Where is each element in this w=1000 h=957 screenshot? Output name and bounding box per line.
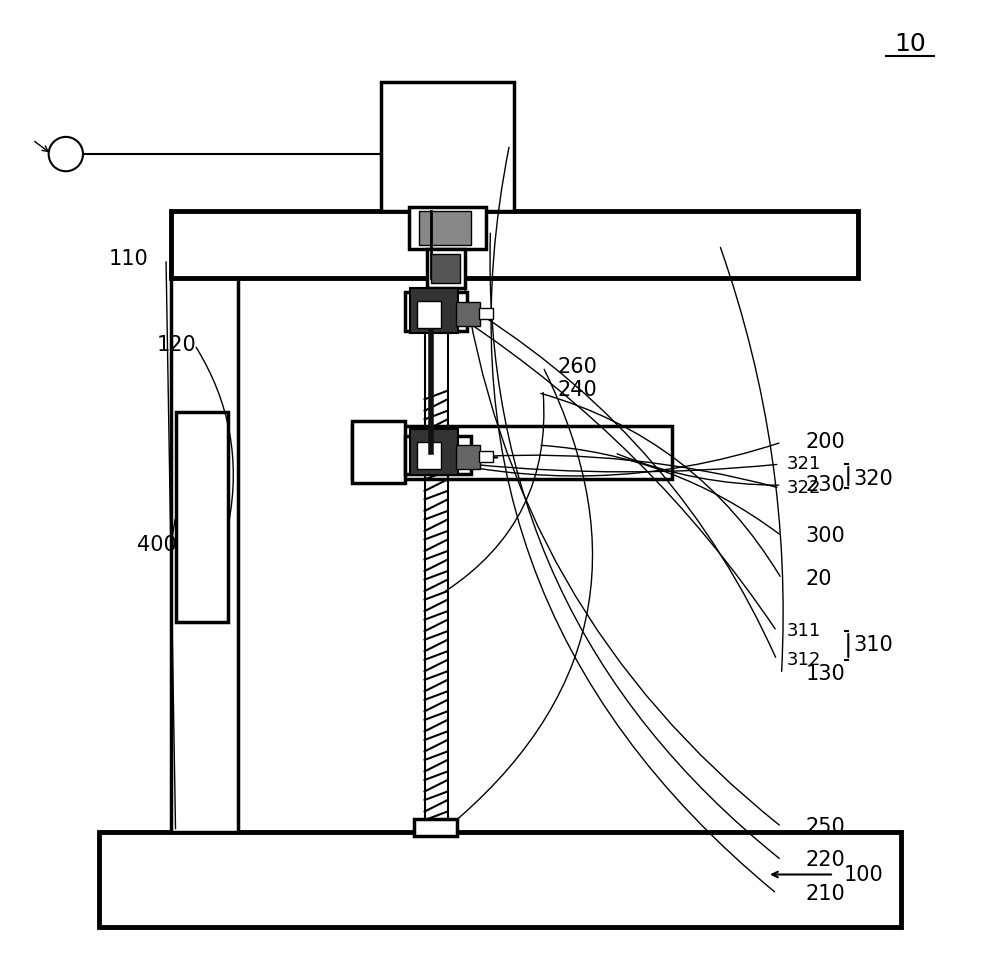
Bar	[419, 211, 471, 245]
Bar	[456, 302, 480, 325]
Bar	[405, 435, 471, 474]
Bar	[381, 82, 514, 211]
Text: 200: 200	[805, 433, 845, 453]
Bar	[456, 445, 480, 469]
Bar	[99, 832, 901, 927]
Text: 130: 130	[805, 664, 845, 684]
Text: 260: 260	[557, 357, 597, 377]
Text: 210: 210	[805, 883, 845, 903]
Text: 220: 220	[805, 850, 845, 870]
Bar	[409, 207, 486, 250]
Text: 240: 240	[557, 380, 597, 400]
Text: 400: 400	[137, 535, 177, 555]
Bar	[431, 255, 460, 283]
Bar	[352, 426, 672, 478]
Bar	[414, 819, 457, 836]
Text: 322: 322	[786, 479, 821, 497]
Bar	[417, 301, 441, 327]
Circle shape	[49, 137, 83, 171]
Text: 10: 10	[894, 33, 926, 56]
Text: 120: 120	[156, 335, 196, 355]
Bar	[410, 429, 458, 475]
Text: 230: 230	[805, 476, 845, 495]
Text: 20: 20	[805, 568, 832, 589]
Bar	[417, 442, 441, 469]
Bar	[427, 250, 465, 288]
Text: 300: 300	[805, 525, 845, 545]
Text: 100: 100	[844, 864, 883, 884]
Text: 312: 312	[786, 651, 821, 669]
Bar	[171, 269, 238, 832]
Text: 310: 310	[853, 635, 893, 656]
Bar	[479, 451, 493, 462]
Text: 311: 311	[786, 622, 821, 640]
Bar	[176, 412, 228, 622]
Bar	[171, 211, 858, 278]
Text: 320: 320	[853, 469, 893, 488]
Bar	[352, 421, 405, 483]
Bar	[410, 288, 458, 333]
Text: 110: 110	[109, 249, 149, 269]
Bar	[479, 308, 493, 319]
Text: 250: 250	[805, 816, 845, 836]
Text: 321: 321	[786, 456, 821, 473]
Bar	[405, 293, 467, 330]
